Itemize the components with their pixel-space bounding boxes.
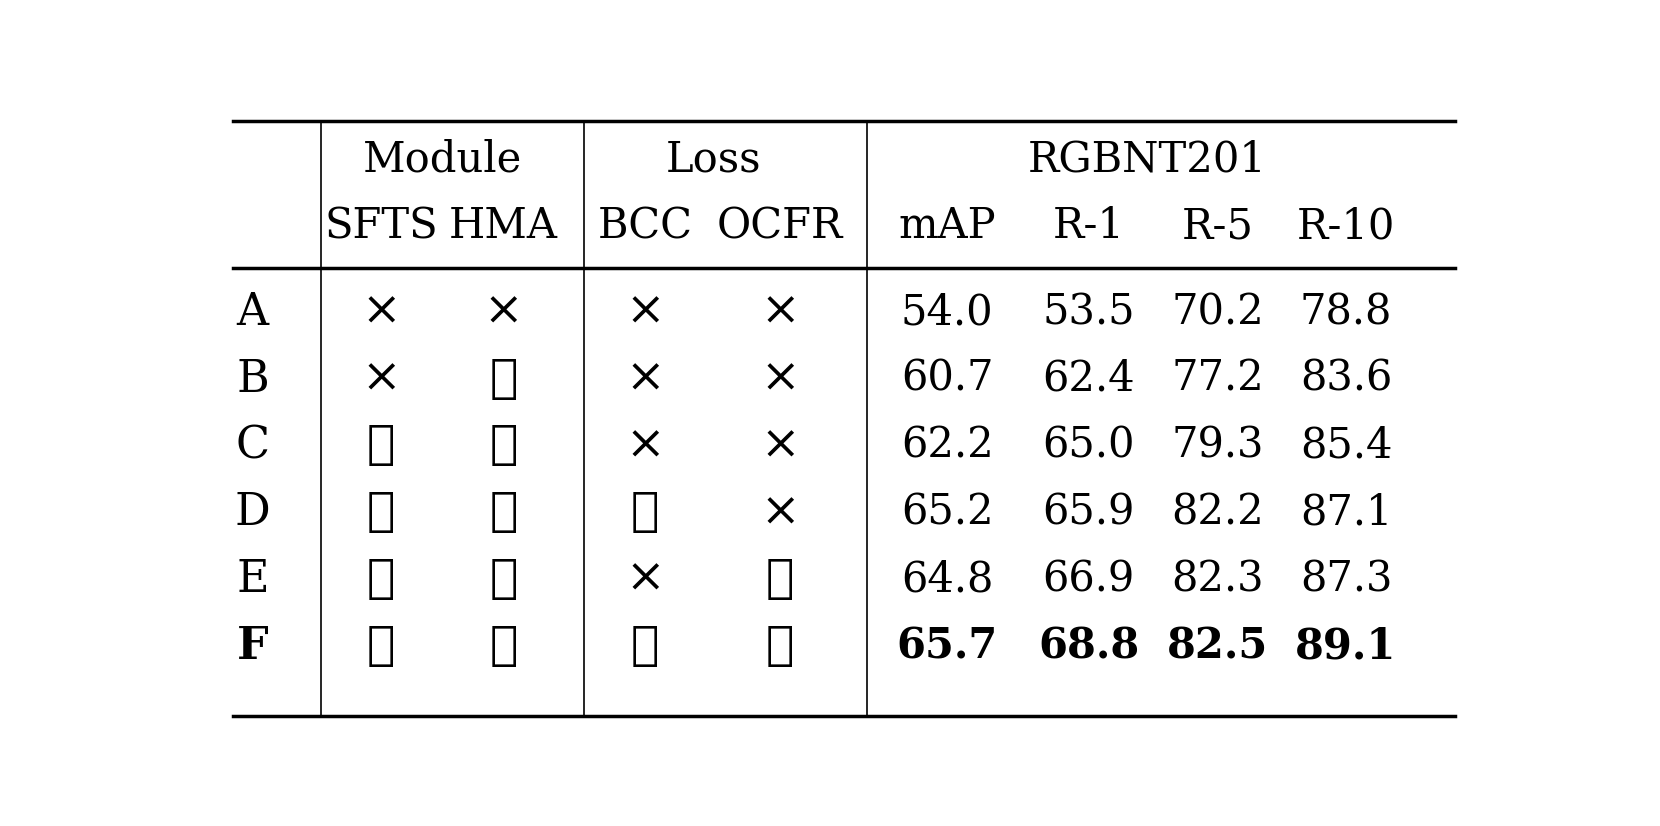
Text: ✓: ✓ [490,490,518,535]
Text: ×: × [483,290,523,335]
Text: ×: × [760,490,800,535]
Text: ×: × [626,290,664,335]
Text: 62.2: 62.2 [901,425,994,467]
Text: 53.5: 53.5 [1042,292,1135,333]
Text: 82.5: 82.5 [1167,625,1268,667]
Text: 66.9: 66.9 [1042,558,1135,601]
Text: OCFR: OCFR [717,206,843,247]
Text: B: B [236,358,269,401]
Text: 79.3: 79.3 [1172,425,1263,467]
Text: 62.4: 62.4 [1042,358,1135,400]
Text: 65.0: 65.0 [1042,425,1135,467]
Text: ×: × [626,423,664,468]
Text: ✓: ✓ [490,356,518,401]
Text: ×: × [362,290,402,335]
Text: ✓: ✓ [631,623,659,669]
Text: ×: × [362,356,402,401]
Text: ×: × [760,290,800,335]
Text: ✓: ✓ [631,490,659,535]
Text: E: E [236,558,269,601]
Text: BCC: BCC [598,206,692,247]
Text: 65.9: 65.9 [1042,491,1135,534]
Text: mAP: mAP [898,206,996,247]
Text: ✓: ✓ [367,423,395,468]
Text: R-1: R-1 [1052,206,1125,247]
Text: ✓: ✓ [490,423,518,468]
Text: R-10: R-10 [1296,206,1396,247]
Text: ×: × [626,557,664,602]
Text: ✓: ✓ [490,557,518,602]
Text: ✓: ✓ [765,557,793,602]
Text: A: A [236,291,269,334]
Text: R-5: R-5 [1182,206,1253,247]
Text: Loss: Loss [666,139,760,181]
Text: ×: × [760,423,800,468]
Text: 64.8: 64.8 [901,558,993,601]
Text: 82.2: 82.2 [1170,491,1263,534]
Text: 89.1: 89.1 [1295,625,1396,667]
Text: ✓: ✓ [490,623,518,669]
Text: 82.3: 82.3 [1170,558,1263,601]
Text: D: D [234,491,271,534]
Text: ✓: ✓ [765,623,793,669]
Text: ×: × [760,356,800,401]
Text: 85.4: 85.4 [1300,425,1393,467]
Text: 78.8: 78.8 [1300,292,1393,333]
Text: 65.2: 65.2 [901,491,994,534]
Text: F: F [237,624,269,667]
Text: RGBNT201: RGBNT201 [1028,139,1267,181]
Text: 87.3: 87.3 [1300,558,1393,601]
Text: Module: Module [364,139,523,181]
Text: SFTS: SFTS [324,206,438,247]
Text: ×: × [626,356,664,401]
Text: 70.2: 70.2 [1170,292,1263,333]
Text: C: C [236,425,269,468]
Text: ✓: ✓ [367,623,395,669]
Text: 87.1: 87.1 [1300,491,1393,534]
Text: 60.7: 60.7 [901,358,993,400]
Text: 77.2: 77.2 [1170,358,1263,400]
Text: 54.0: 54.0 [901,292,994,333]
Text: 83.6: 83.6 [1300,358,1393,400]
Text: 65.7: 65.7 [896,625,998,667]
Text: ✓: ✓ [367,557,395,602]
Text: 68.8: 68.8 [1038,625,1139,667]
Text: HMA: HMA [448,206,558,247]
Text: ✓: ✓ [367,490,395,535]
